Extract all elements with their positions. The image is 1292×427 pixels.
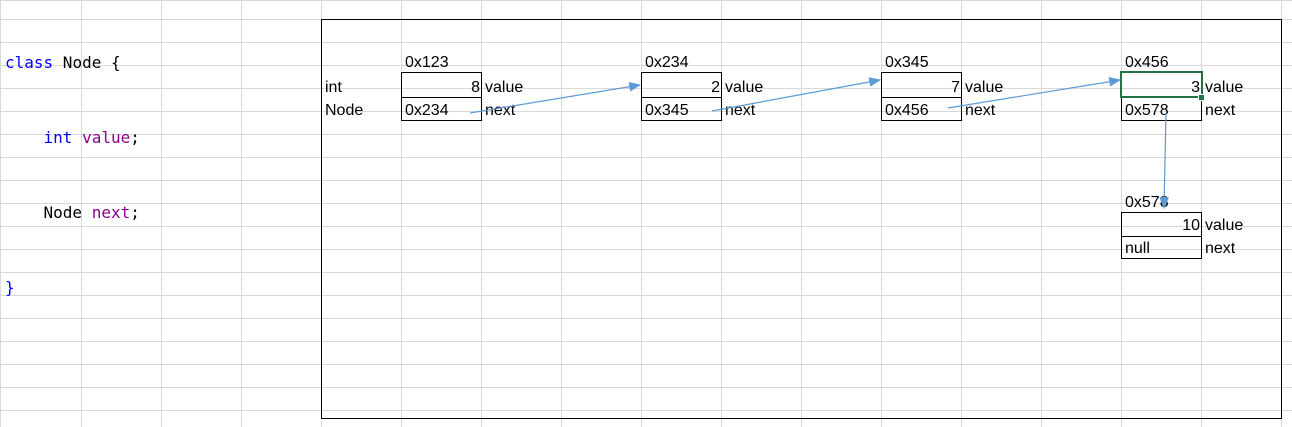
field-label-next: next [485,102,516,119]
code-closing-brace: } [5,278,15,297]
node-value-cell[interactable]: 10 [1182,217,1200,234]
node-next-cell[interactable]: 0x234 [405,102,449,119]
field-label-value: value [485,79,524,96]
node-next-cell[interactable]: null [1125,240,1150,257]
node-address: 0x123 [405,54,449,71]
fill-handle[interactable] [1198,94,1205,101]
row-label-int: int [325,79,342,96]
code-type-int: int [43,128,73,147]
code-snippet: class Node { int value; Node next; } [5,0,140,325]
field-label-value: value [1205,217,1244,234]
field-label-value: value [1205,79,1244,96]
field-label-next: next [725,102,756,119]
node-value-cell[interactable]: 8 [471,79,480,96]
row-label-node: Node [325,102,364,119]
code-field-value: value [82,128,131,147]
node-address: 0x345 [885,54,929,71]
code-keyword-class: class [5,53,54,72]
node-next-cell[interactable]: 0x345 [645,102,689,119]
node-address: 0x234 [645,54,689,71]
node-value-cell[interactable]: 2 [711,79,720,96]
code-class-name: Node { [53,53,121,72]
node-value-cell[interactable]: 3 [1191,79,1200,96]
node-value-cell[interactable]: 7 [951,79,960,96]
node-address: 0x456 [1125,54,1169,71]
code-type-node: Node [43,203,83,222]
code-line-class: class Node { [5,50,140,75]
node-address: 0x578 [1125,194,1169,211]
code-line-close: } [5,275,140,300]
field-label-value: value [725,79,764,96]
field-label-value: value [965,79,1004,96]
code-field-next: next [91,203,131,222]
field-label-next: next [1205,102,1236,119]
diagram-frame [321,19,1282,419]
code-line-value: int value; [43,128,140,147]
code-line-next: Node next; [43,203,140,222]
field-label-next: next [965,102,996,119]
node-next-cell[interactable]: 0x456 [885,102,929,119]
node-next-cell[interactable]: 0x578 [1125,102,1169,119]
field-label-next: next [1205,240,1236,257]
node-box [1121,212,1202,259]
